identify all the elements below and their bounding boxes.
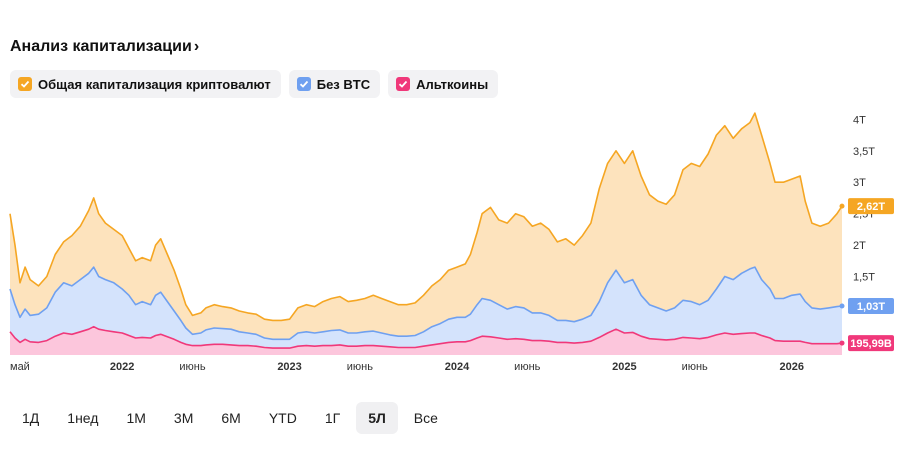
x-tick-label: июнь — [179, 361, 205, 373]
market-cap-chart: 500B1T1,5T2T2,5T3T3,5T4Tмай2022июнь2023и… — [9, 112, 894, 373]
period-1y[interactable]: 1Г — [324, 410, 341, 426]
period-1w[interactable]: 1нед — [67, 410, 99, 426]
current-total-badge-bg — [848, 198, 894, 215]
page-title[interactable]: Анализ капитализации › — [10, 38, 199, 56]
page-title-text: Анализ капитализации — [10, 38, 192, 55]
period-selector: 1Д 1нед 1М 3М 6М YTD 1Г 5Л Все — [10, 402, 450, 434]
y-tick-label: 4T — [853, 114, 866, 126]
y-tick-label: 3,5T — [853, 146, 875, 158]
current-ex-btc-badge-dot — [839, 303, 845, 309]
current-total-badge: 2,62T — [857, 201, 885, 213]
current-altcoins-badge-dot — [839, 340, 845, 346]
legend-item-altcoins[interactable]: Альткоины — [388, 70, 499, 98]
period-6m[interactable]: 6М — [221, 410, 241, 426]
period-all[interactable]: Все — [413, 410, 438, 426]
series-altcoins-line — [9, 325, 843, 349]
current-ex-btc-badge-bg — [848, 298, 894, 314]
checkbox-check-icon[interactable] — [296, 77, 311, 91]
legend-item-label: Без BTC — [316, 76, 371, 92]
legend-item-label: Альткоины — [416, 76, 489, 92]
period-1d[interactable]: 1Д — [22, 410, 40, 426]
y-tick-label: 3T — [853, 177, 866, 189]
period-ytd[interactable]: YTD — [268, 410, 297, 426]
chevron-right-icon: › — [193, 38, 200, 55]
y-tick-label: 1,5T — [853, 271, 875, 283]
legend-item-total[interactable]: Общая капитализация криптовалют — [10, 70, 281, 98]
current-total-badge-dot — [839, 203, 845, 209]
x-tick-label: 2026 — [780, 361, 804, 373]
y-tick-label: 2T — [853, 240, 866, 252]
x-tick-label: 2024 — [445, 361, 470, 373]
x-tick-label: 2022 — [110, 361, 134, 373]
x-tick-label: 2023 — [277, 361, 301, 373]
series-ex-btc-line — [9, 266, 843, 341]
legend-item-ex-btc[interactable]: Без BTC — [288, 70, 381, 98]
period-3m[interactable]: 3М — [173, 410, 194, 426]
checkbox-check-icon[interactable] — [396, 77, 411, 91]
series-total-line — [9, 112, 843, 322]
x-tick-label: май — [10, 361, 30, 373]
period-1m[interactable]: 1М — [126, 410, 146, 426]
x-tick-label: июнь — [347, 361, 373, 373]
current-altcoins-badge: 195,99B — [850, 338, 892, 350]
x-tick-label: июнь — [682, 361, 708, 373]
x-tick-label: июнь — [514, 361, 540, 373]
checkbox-check-icon[interactable] — [18, 77, 32, 91]
legend-item-label: Общая капитализация криптовалют — [38, 76, 271, 92]
current-altcoins-badge-bg — [848, 335, 894, 352]
legend: Общая капитализация криптовалют Без BTC … — [10, 70, 499, 98]
period-5y[interactable]: 5Л — [356, 402, 398, 434]
x-tick-label: 2025 — [612, 361, 636, 373]
current-ex-btc-badge: 1,03T — [857, 301, 885, 313]
